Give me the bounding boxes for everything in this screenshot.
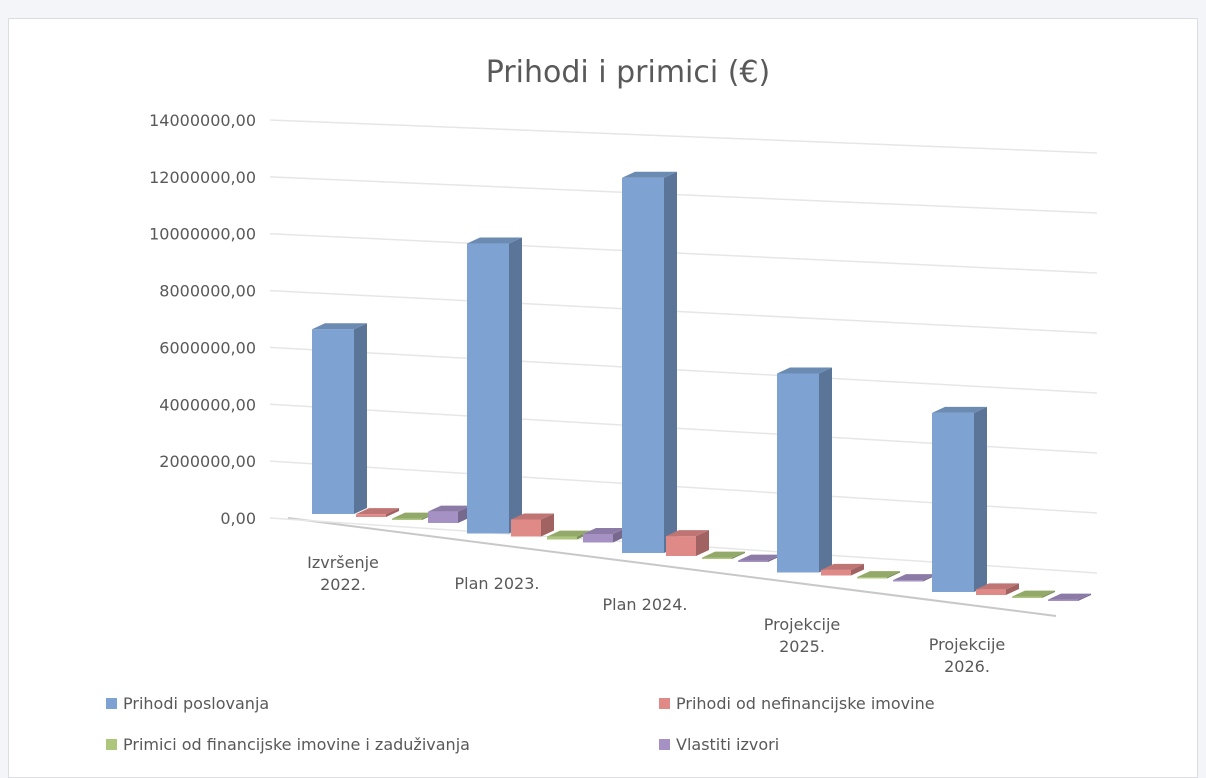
bar-top [893, 574, 936, 581]
bar [1012, 596, 1042, 598]
bar-top [356, 508, 399, 515]
legend-item: Vlastiti izvori [659, 735, 779, 754]
bar [857, 577, 887, 579]
bar [932, 412, 974, 592]
bar [356, 514, 386, 517]
legend-label: Prihodi od nefinancijske imovine [676, 694, 935, 713]
bar-top [857, 571, 900, 578]
bar [622, 177, 664, 553]
bar-side [386, 508, 399, 517]
y-tick-label: 10000000,00 [149, 225, 256, 244]
bar [428, 511, 458, 523]
bar-side [887, 571, 900, 579]
floor-edge [287, 517, 1057, 617]
bar-top [976, 583, 1019, 590]
bar-top [428, 505, 471, 512]
bar-top [1048, 593, 1091, 600]
bar [702, 557, 732, 559]
legend-label: Vlastiti izvori [676, 735, 780, 754]
legend-swatch [659, 739, 670, 750]
bar-side [1042, 590, 1055, 598]
bar-side [354, 323, 367, 514]
chart-title: Prihodi i primici (€) [486, 55, 771, 90]
bar-top [583, 527, 626, 534]
x-tick-label: Projekcije 2025. [763, 615, 841, 656]
y-tick-label: 14000000,00 [149, 111, 256, 130]
bar [312, 329, 354, 514]
bar-top [702, 551, 745, 558]
bar [547, 536, 577, 540]
bar [1048, 599, 1078, 601]
y-tick-label: 4000000,00 [159, 395, 256, 414]
bar-top [392, 512, 435, 519]
bar-side [819, 367, 832, 573]
legend-item: Prihodi od nefinancijske imovine [659, 694, 935, 713]
bar-side [696, 530, 709, 556]
legend-item: Primici od financijske imovine i zaduživ… [106, 735, 470, 754]
bar-top [511, 513, 554, 520]
legend-label: Primici od financijske imovine i zaduživ… [123, 735, 470, 754]
bar-side [851, 563, 864, 576]
legend-label: Prihodi poslovanja [123, 694, 270, 713]
bar-top [666, 530, 709, 537]
bar [738, 560, 768, 562]
y-tick-label: 6000000,00 [159, 338, 256, 357]
grid-line [269, 232, 1098, 274]
bar-side [541, 513, 554, 537]
bar-top [467, 237, 522, 244]
y-tick-label: 12000000,00 [149, 168, 256, 187]
x-tick-label: Plan 2023. [454, 574, 540, 593]
chart-frame [8, 18, 1198, 778]
bar-top [738, 554, 781, 561]
bar-top [821, 563, 864, 570]
grid-line [269, 346, 1098, 394]
bar-side [664, 171, 677, 553]
bar [777, 373, 819, 573]
legend-item: Prihodi poslovanja [106, 694, 269, 713]
bar-top [777, 367, 832, 374]
y-tick-label: 2000000,00 [159, 452, 256, 471]
bar-top [932, 406, 987, 413]
bar [583, 533, 613, 543]
bar [893, 580, 923, 582]
x-tick-label: Plan 2024. [602, 595, 688, 614]
bar [467, 243, 509, 534]
bar-top [312, 323, 367, 330]
y-tick-label: 8000000,00 [159, 282, 256, 301]
x-tick-label: Izvršenje 2022. [307, 553, 379, 594]
bar-side [732, 551, 745, 559]
bar [976, 589, 1006, 595]
grid-line [269, 176, 1098, 214]
grid-line [269, 119, 1098, 154]
bar [821, 569, 851, 576]
bar-top [547, 530, 590, 537]
legend-swatch [106, 739, 117, 750]
bar [511, 519, 541, 537]
y-tick-label: 0,00 [220, 509, 256, 528]
bar-side [1078, 593, 1091, 601]
bar-side [509, 237, 522, 534]
bar-top [622, 171, 677, 178]
bar-top [1012, 590, 1055, 597]
grid-line [269, 289, 1098, 334]
legend-swatch [659, 698, 670, 709]
bar [666, 536, 696, 556]
x-tick-label: Projekcije 2026. [928, 635, 1006, 676]
bar [392, 518, 422, 520]
bar-side [974, 406, 987, 592]
bar-side [1006, 583, 1019, 595]
legend-swatch [106, 698, 117, 709]
